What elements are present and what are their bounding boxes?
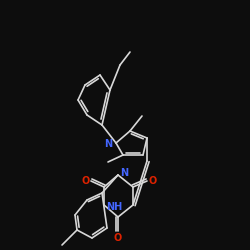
Text: O: O (82, 176, 90, 186)
Text: N: N (104, 139, 112, 149)
Text: NH: NH (106, 202, 122, 212)
Text: O: O (114, 233, 122, 243)
Text: N: N (120, 168, 128, 178)
Text: O: O (149, 176, 157, 186)
